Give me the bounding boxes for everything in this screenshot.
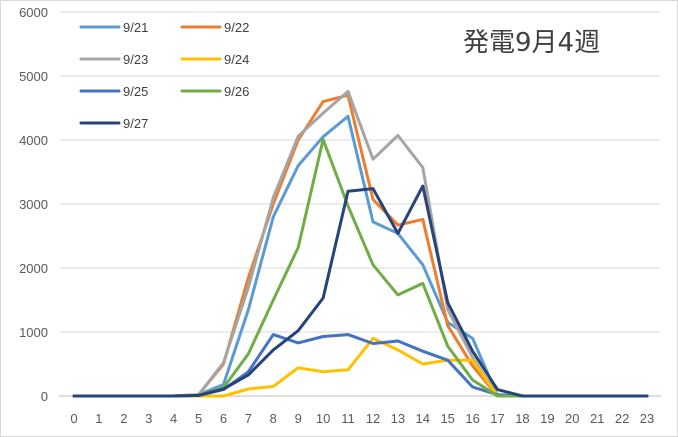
- x-tick-label: 7: [245, 411, 252, 426]
- legend-label: 9/24: [224, 52, 249, 67]
- series-line-9-25: [72, 333, 649, 398]
- y-axis-ticks: 0 1000 2000 3000 4000 5000 6000: [19, 5, 48, 404]
- series-line-9-24: [72, 336, 649, 398]
- x-tick-label: 21: [590, 411, 604, 426]
- x-tick-label: 13: [391, 411, 405, 426]
- x-tick-label: 15: [440, 411, 454, 426]
- legend-label: 9/21: [123, 20, 148, 35]
- x-tick-label: 18: [515, 411, 529, 426]
- x-tick-label: 16: [465, 411, 479, 426]
- y-tick-label: 4000: [19, 133, 48, 148]
- series-lines: [72, 89, 649, 398]
- x-tick-label: 2: [120, 411, 127, 426]
- x-tick-label: 4: [170, 411, 177, 426]
- x-tick-label: 20: [565, 411, 579, 426]
- legend-label: 9/26: [224, 84, 249, 99]
- series-line-9-23: [72, 89, 649, 398]
- x-tick-label: 1: [95, 411, 102, 426]
- x-tick-label: 9: [295, 411, 302, 426]
- legend-label: 9/25: [123, 84, 148, 99]
- y-tick-label: 6000: [19, 5, 48, 20]
- y-tick-label: 5000: [19, 69, 48, 84]
- x-tick-label: 12: [366, 411, 380, 426]
- chart-title: 発電9月4週: [463, 28, 600, 58]
- legend-label: 9/22: [224, 20, 249, 35]
- x-tick-label: 5: [195, 411, 202, 426]
- y-tick-label: 1000: [19, 325, 48, 340]
- x-tick-label: 11: [341, 411, 355, 426]
- x-tick-label: 10: [316, 411, 330, 426]
- x-tick-label: 0: [70, 411, 77, 426]
- x-tick-label: 8: [270, 411, 277, 426]
- legend-label: 9/23: [123, 52, 148, 67]
- legend-label: 9/27: [123, 116, 148, 131]
- y-tick-label: 3000: [19, 197, 48, 212]
- y-tick-label: 0: [41, 389, 48, 404]
- x-tick-label: 17: [490, 411, 504, 426]
- x-tick-label: 22: [615, 411, 629, 426]
- x-tick-label: 23: [640, 411, 654, 426]
- x-tick-label: 19: [540, 411, 554, 426]
- x-tick-label: 14: [416, 411, 430, 426]
- x-tick-label: 6: [220, 411, 227, 426]
- y-tick-label: 2000: [19, 261, 48, 276]
- x-axis-ticks: 0 1 2 3 4 5 6 7 8 9 10 11 12 13 14 15 16 17 18 19 20 21 22 23: [70, 411, 654, 426]
- series-line-9-27: [72, 184, 649, 398]
- legend: 9/21 9/22 9/23 9/24 9/25 9/26 9/27: [79, 20, 249, 131]
- x-tick-label: 3: [145, 411, 152, 426]
